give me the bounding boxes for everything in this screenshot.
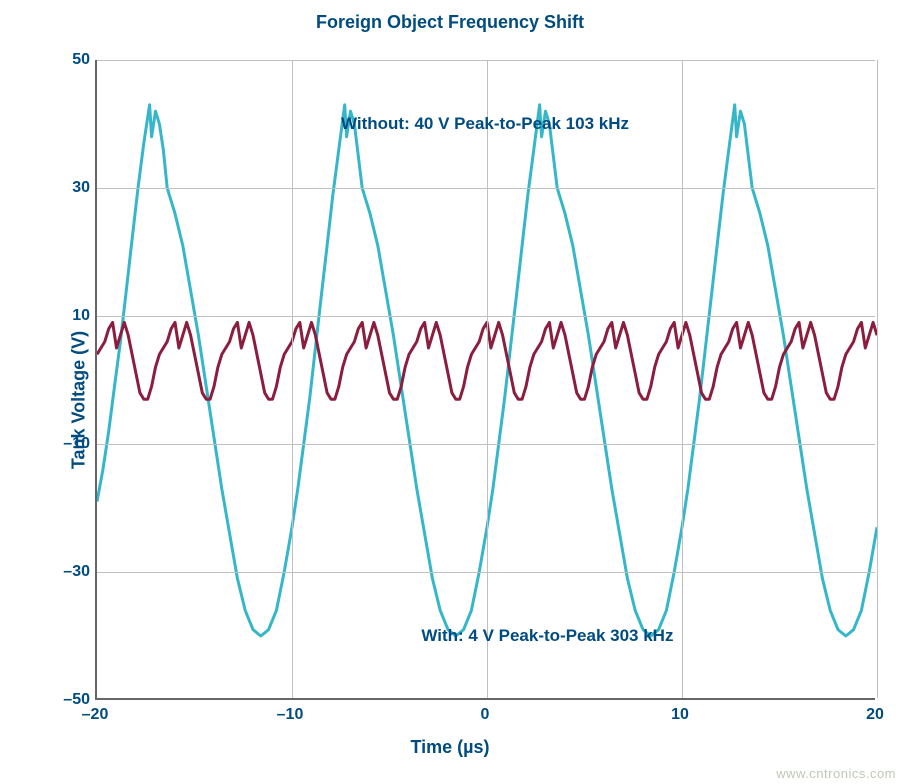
y-tick-label: –30 (50, 563, 90, 581)
plot-area (95, 60, 875, 700)
grid-line-h (97, 316, 875, 317)
x-tick-label: –10 (277, 706, 304, 724)
grid-line-v (877, 60, 878, 698)
watermark: www.cntronics.com (776, 766, 896, 781)
grid-line-v (292, 60, 293, 698)
x-tick-label: 0 (481, 706, 490, 724)
chart-annotation: With: 4 V Peak-to-Peak 303 kHz (421, 626, 673, 646)
y-tick-label: 10 (50, 307, 90, 325)
grid-line-h (97, 188, 875, 189)
y-tick-label: 30 (50, 179, 90, 197)
grid-line-v (487, 60, 488, 698)
grid-line-h (97, 572, 875, 573)
chart-title: Foreign Object Frequency Shift (0, 0, 900, 33)
chart-annotation: Without: 40 V Peak-to-Peak 103 kHz (341, 114, 629, 134)
grid-line-h (97, 444, 875, 445)
y-tick-label: 50 (50, 51, 90, 69)
y-tick-label: –10 (50, 435, 90, 453)
x-axis-label: Time (µs) (410, 737, 489, 758)
x-tick-label: 20 (866, 706, 884, 724)
chart-container: Tank Voltage (V) Time (µs) –20–1001020–5… (0, 40, 900, 760)
x-tick-label: 10 (671, 706, 689, 724)
grid-line-h (97, 60, 875, 61)
y-tick-label: –50 (50, 691, 90, 709)
grid-line-v (682, 60, 683, 698)
